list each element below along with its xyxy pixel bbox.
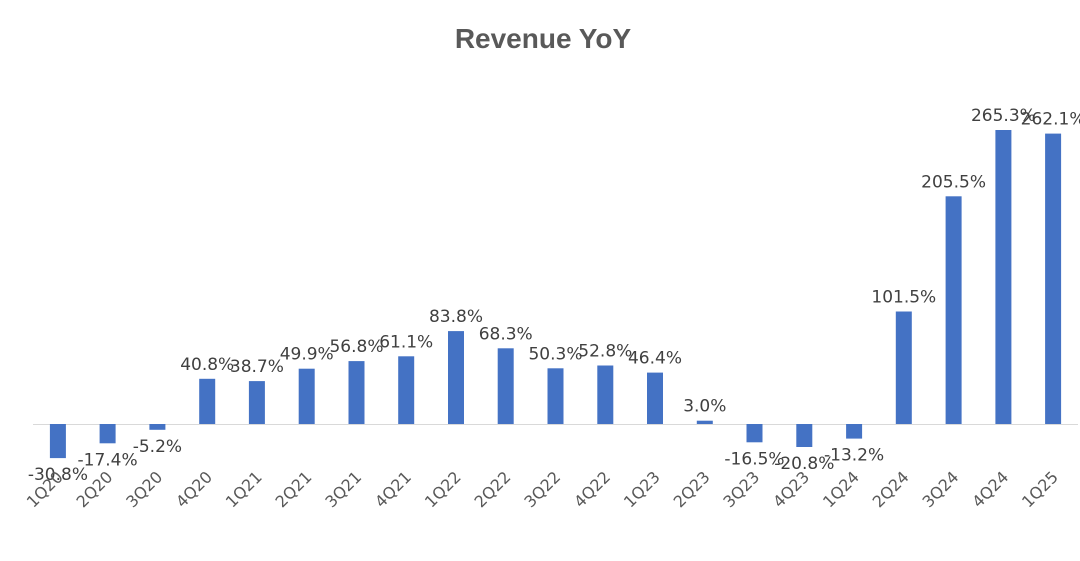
x-tick-3Q24: 3Q24 bbox=[918, 467, 962, 511]
x-tick-2Q24: 2Q24 bbox=[869, 467, 913, 511]
data-label-2Q22: 68.3% bbox=[479, 324, 533, 344]
x-tick-2Q22: 2Q22 bbox=[471, 467, 515, 511]
data-label-1Q23: 46.4% bbox=[628, 349, 682, 369]
bar-1Q23 bbox=[647, 372, 663, 424]
x-tick-4Q22: 4Q22 bbox=[570, 467, 614, 511]
bar-2Q24 bbox=[895, 311, 912, 424]
x-tick-4Q20: 4Q20 bbox=[172, 467, 216, 511]
data-label-2Q21: 49.9% bbox=[280, 345, 334, 365]
data-label-1Q21: 38.7% bbox=[230, 357, 284, 377]
x-tick-3Q20: 3Q20 bbox=[122, 467, 166, 511]
bar-1Q20 bbox=[49, 424, 66, 459]
bar-3Q23 bbox=[746, 424, 763, 443]
bar-1Q21 bbox=[248, 381, 265, 424]
bar-3Q20 bbox=[149, 424, 166, 430]
x-tick-1Q23: 1Q23 bbox=[620, 467, 664, 511]
bar-3Q24 bbox=[945, 196, 962, 424]
bar-4Q22 bbox=[597, 365, 614, 424]
data-label-1Q25: 262.1% bbox=[1021, 110, 1080, 130]
x-tick-2Q21: 2Q21 bbox=[272, 467, 316, 511]
data-label-3Q23: -16.5% bbox=[724, 449, 784, 469]
data-label-1Q24: -13.2% bbox=[824, 446, 884, 466]
x-tick-3Q21: 3Q21 bbox=[321, 467, 365, 511]
data-label-2Q20: -17.4% bbox=[78, 450, 138, 470]
x-tick-1Q21: 1Q21 bbox=[222, 467, 266, 511]
data-label-2Q23: 3.0% bbox=[683, 397, 726, 417]
data-label-1Q20: -30.8% bbox=[28, 465, 88, 485]
bar-1Q25 bbox=[1045, 133, 1062, 424]
bars-group bbox=[49, 130, 1062, 459]
bar-3Q21 bbox=[348, 361, 365, 424]
bar-4Q23 bbox=[796, 424, 813, 447]
x-tick-4Q21: 4Q21 bbox=[371, 467, 415, 511]
data-label-3Q21: 56.8% bbox=[329, 337, 383, 357]
bar-4Q20 bbox=[199, 378, 216, 424]
chart-title: Revenue YoY bbox=[455, 23, 632, 54]
bar-2Q21 bbox=[298, 368, 315, 424]
data-label-1Q22: 83.8% bbox=[429, 307, 483, 327]
bar-3Q22 bbox=[547, 368, 564, 424]
data-label-3Q20: -5.2% bbox=[133, 437, 182, 457]
data-label-3Q24: 205.5% bbox=[921, 172, 986, 192]
bar-2Q20 bbox=[99, 424, 116, 444]
bar-2Q22 bbox=[497, 348, 514, 424]
x-tick-1Q25: 1Q25 bbox=[1018, 467, 1062, 511]
x-tick-4Q24: 4Q24 bbox=[968, 467, 1012, 511]
data-label-4Q22: 52.8% bbox=[578, 342, 632, 362]
x-tick-3Q23: 3Q23 bbox=[719, 467, 763, 511]
bar-4Q21 bbox=[398, 356, 415, 424]
bar-4Q24 bbox=[995, 130, 1012, 424]
data-label-4Q24: 265.3% bbox=[971, 106, 1036, 126]
data-label-2Q24: 101.5% bbox=[871, 288, 936, 308]
x-tick-3Q22: 3Q22 bbox=[520, 467, 564, 511]
data-label-3Q22: 50.3% bbox=[528, 344, 582, 364]
x-tick-labels-group: 1Q20 2Q20 3Q20 4Q20 1Q21 2Q21 3Q21 4Q21 1Q22 2Q22… bbox=[23, 467, 1062, 511]
data-label-4Q21: 61.1% bbox=[379, 332, 433, 352]
x-tick-1Q22: 1Q22 bbox=[421, 467, 465, 511]
bar-1Q22 bbox=[448, 331, 464, 424]
data-label-4Q20: 40.8% bbox=[180, 355, 234, 375]
data-labels-group: -30.8%-17.4%-5.2% 40.8%38.7%49.9%56.8%61.… bbox=[28, 106, 1080, 485]
bar-2Q23 bbox=[696, 420, 713, 424]
x-tick-2Q23: 2Q23 bbox=[670, 467, 714, 511]
data-label-4Q23: -20.8% bbox=[774, 454, 834, 474]
bar-1Q24 bbox=[846, 424, 863, 439]
